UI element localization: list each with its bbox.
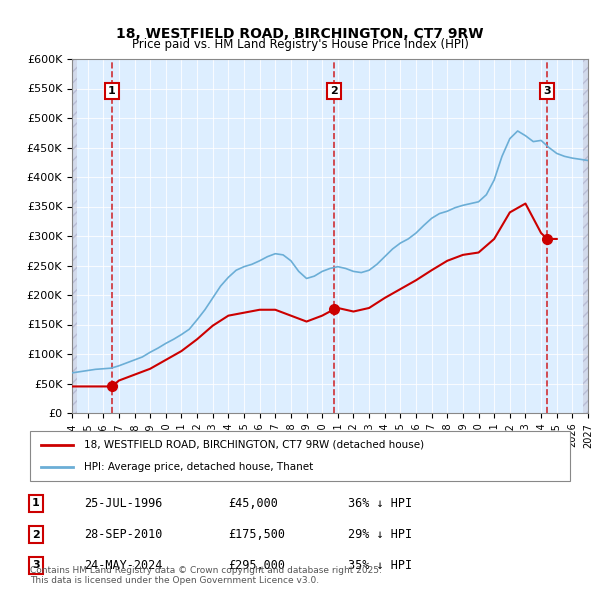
Text: 1: 1 <box>32 499 40 508</box>
Text: 25-JUL-1996: 25-JUL-1996 <box>84 497 163 510</box>
Text: £295,000: £295,000 <box>228 559 285 572</box>
Text: Contains HM Land Registry data © Crown copyright and database right 2025.
This d: Contains HM Land Registry data © Crown c… <box>30 566 382 585</box>
Text: 24-MAY-2024: 24-MAY-2024 <box>84 559 163 572</box>
Text: 2: 2 <box>330 86 338 96</box>
Text: £45,000: £45,000 <box>228 497 278 510</box>
Text: 2: 2 <box>32 530 40 539</box>
Text: 1: 1 <box>108 86 116 96</box>
Text: £175,500: £175,500 <box>228 528 285 541</box>
Text: 35% ↓ HPI: 35% ↓ HPI <box>348 559 412 572</box>
Text: 36% ↓ HPI: 36% ↓ HPI <box>348 497 412 510</box>
Text: Price paid vs. HM Land Registry's House Price Index (HPI): Price paid vs. HM Land Registry's House … <box>131 38 469 51</box>
Text: 18, WESTFIELD ROAD, BIRCHINGTON, CT7 9RW: 18, WESTFIELD ROAD, BIRCHINGTON, CT7 9RW <box>116 27 484 41</box>
Text: 28-SEP-2010: 28-SEP-2010 <box>84 528 163 541</box>
Text: 18, WESTFIELD ROAD, BIRCHINGTON, CT7 9RW (detached house): 18, WESTFIELD ROAD, BIRCHINGTON, CT7 9RW… <box>84 440 424 450</box>
Text: 3: 3 <box>32 560 40 570</box>
FancyBboxPatch shape <box>30 431 570 481</box>
Text: 3: 3 <box>544 86 551 96</box>
Text: HPI: Average price, detached house, Thanet: HPI: Average price, detached house, Than… <box>84 462 313 472</box>
Text: 29% ↓ HPI: 29% ↓ HPI <box>348 528 412 541</box>
